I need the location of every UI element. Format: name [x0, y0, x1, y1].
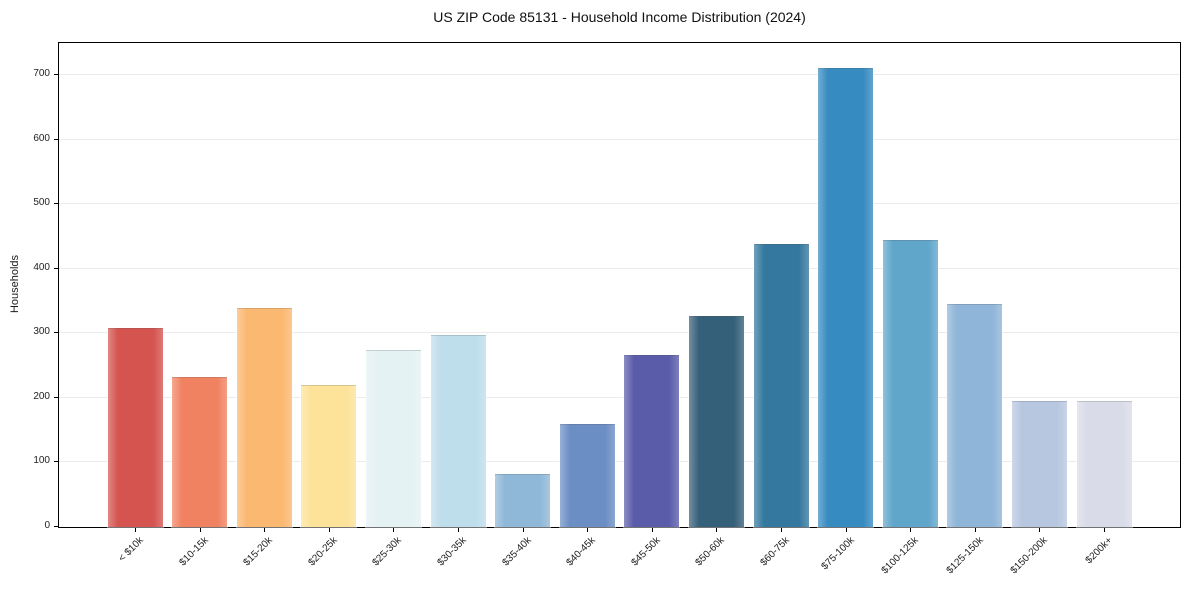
x-tick-label: $200k+ [1083, 535, 1115, 567]
bar-$100-125k [882, 240, 938, 527]
x-tick-mark [910, 528, 912, 532]
gridline-600 [59, 138, 1180, 140]
y-tick-label: 600 [33, 132, 50, 144]
x-tick-mark [522, 528, 524, 532]
x-tick-label: $15-20k [241, 535, 275, 569]
y-tick-mark [54, 461, 58, 463]
y-tick-label: 400 [33, 261, 50, 273]
gridline-700 [59, 74, 1180, 76]
bar-$200k+ [1076, 401, 1132, 527]
x-tick-label: $35-40k [500, 535, 534, 569]
gridline-200 [59, 396, 1180, 398]
y-tick-label: 700 [33, 68, 50, 80]
x-tick-label: $150-200k [1008, 535, 1051, 577]
y-tick-label: 0 [44, 520, 50, 531]
x-tick-mark [458, 528, 459, 532]
x-tick-mark [328, 528, 330, 532]
x-tick-label: $10-15k [177, 535, 211, 569]
bar-$15-20k [236, 308, 292, 527]
y-tick-mark [54, 396, 58, 398]
x-tick-label: $45-50k [629, 535, 663, 569]
bar-$30-35k [430, 335, 486, 527]
gridline-300 [59, 332, 1180, 334]
y-tick-label: 100 [33, 455, 50, 467]
x-tick-label: $75-100k [819, 535, 857, 573]
x-tick-label: < $10k [116, 535, 146, 565]
bar-$125-150k [947, 304, 1003, 527]
x-tick-mark [393, 528, 395, 532]
gridline-400 [59, 267, 1180, 269]
gridline-100 [59, 461, 1180, 463]
bar-$10-15k [172, 377, 228, 527]
bar-< $10k [107, 328, 163, 527]
x-tick-mark [1104, 528, 1105, 532]
y-tick-mark [54, 526, 58, 527]
x-tick-mark [651, 528, 653, 532]
y-tick-label: 500 [33, 197, 50, 209]
x-tick-label: $125-150k [944, 535, 986, 577]
x-tick-label: $50-60k [693, 535, 728, 569]
x-tick-mark [716, 528, 718, 532]
x-tick-label: $25-30k [370, 535, 405, 569]
x-tick-mark [199, 528, 201, 532]
x-tick-label: $60-75k [758, 535, 792, 569]
bar-$75-100k [818, 68, 874, 527]
bar-$35-40k [495, 474, 551, 527]
x-tick-label: $30-35k [435, 535, 469, 569]
y-tick-mark [54, 138, 58, 140]
x-tick-mark [1039, 528, 1041, 532]
y-tick-mark [54, 203, 58, 205]
y-tick-mark [54, 74, 58, 76]
plot-area [58, 42, 1181, 528]
x-tick-mark [845, 528, 847, 532]
bar-$50-60k [688, 315, 744, 527]
y-tick-label: 300 [33, 326, 50, 338]
bar-$20-25k [301, 385, 357, 527]
bar-$45-50k [624, 355, 680, 527]
x-tick-label: $20-25k [306, 535, 340, 569]
x-tick-mark [974, 528, 976, 532]
x-tick-mark [135, 528, 136, 532]
x-tick-label: $40-45k [564, 535, 598, 569]
bar-$150-200k [1011, 401, 1067, 527]
bar-$40-45k [559, 423, 615, 527]
x-tick-mark [264, 528, 266, 532]
x-tick-mark [781, 528, 782, 532]
gridline-500 [59, 203, 1180, 205]
chart-title: US ZIP Code 85131 - Household Income Dis… [433, 9, 806, 25]
x-tick-label: $100-125k [879, 535, 921, 577]
bar-$60-75k [753, 244, 809, 527]
y-tick-mark [54, 332, 58, 334]
y-tick-mark [54, 267, 58, 269]
x-tick-mark [587, 528, 589, 532]
y-tick-label: 200 [33, 390, 50, 402]
bar-$25-30k [365, 350, 421, 527]
